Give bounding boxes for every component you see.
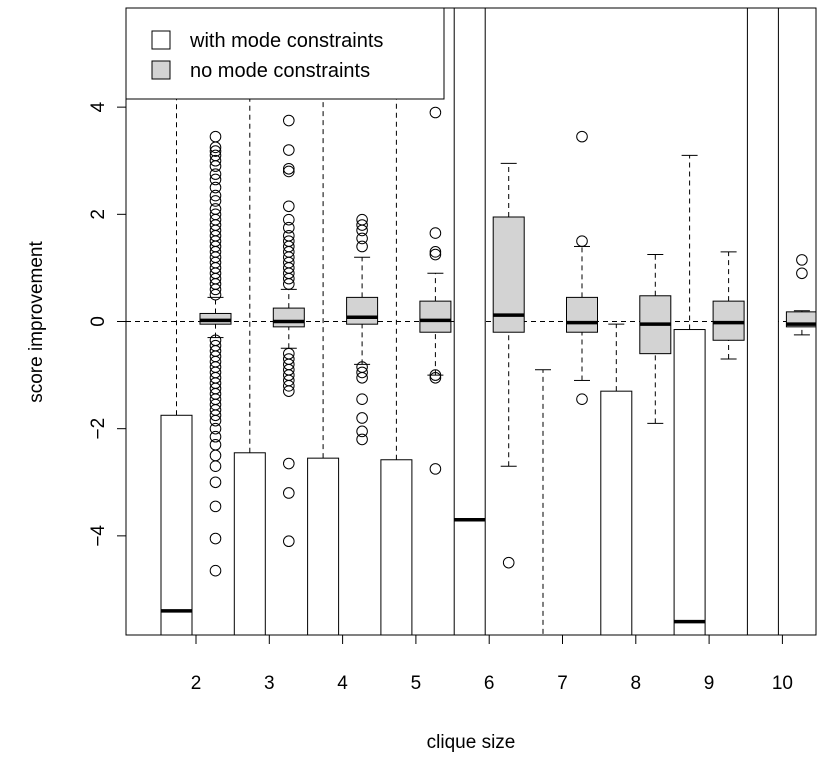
outlier-2-5 (209, 160, 222, 172)
box-with-mode-9-rect (673, 329, 706, 635)
outlier-2-27 (209, 288, 222, 301)
x-tick-label-2: 2 (191, 673, 202, 694)
outlier-3-3 (283, 165, 295, 178)
box-no-mode-7-rect (566, 296, 598, 333)
outlier-2-0 (209, 130, 222, 143)
outlier-3-23 (283, 380, 295, 392)
box-with-mode-3-rect (233, 452, 266, 635)
outlier-5-2 (429, 246, 442, 258)
outlier-7-0 (576, 130, 588, 143)
outlier-5-3 (429, 248, 442, 261)
x-tick-label-9: 9 (704, 673, 715, 694)
outlier-2-10 (209, 195, 222, 207)
plot-area (126, 8, 816, 635)
outlier-7-2 (576, 393, 588, 406)
y-axis-title: score improvement (26, 241, 47, 403)
y-tick-label-0: 0 (88, 316, 109, 327)
outlier-2-45 (209, 430, 222, 443)
outlier-2-8 (209, 181, 222, 194)
legend-swatch-1 (151, 60, 171, 80)
x-axis-title: clique size (427, 732, 516, 753)
outlier-2-2 (209, 145, 222, 157)
x-tick-label-3: 3 (264, 673, 275, 694)
legend-swatch-0 (151, 30, 171, 50)
outlier-3-24 (283, 385, 295, 397)
outlier-3-25 (283, 457, 295, 470)
outlier-5-0 (429, 106, 442, 119)
outlier-3-2 (283, 162, 295, 175)
y-tick-label--4: −4 (88, 525, 109, 547)
outlier-4-10 (356, 425, 368, 438)
outlier-4-8 (356, 393, 368, 406)
box-with-mode-5-rect (380, 459, 413, 635)
y-tick-label-2: 2 (88, 209, 109, 220)
x-tick-label-10: 10 (772, 673, 793, 694)
outlier-5-6 (429, 463, 442, 475)
outlier-2-52 (209, 564, 222, 577)
outlier-3-15 (283, 272, 295, 285)
outlier-2-43 (209, 414, 222, 427)
outlier-3-4 (283, 200, 295, 213)
outlier-2-26 (209, 283, 222, 296)
outlier-2-49 (209, 476, 222, 489)
outlier-4-9 (356, 412, 368, 424)
outlier-4-1 (356, 219, 368, 231)
outlier-2-7 (209, 173, 222, 186)
outlier-2-4 (209, 154, 222, 167)
outlier-3-0 (283, 114, 295, 127)
box-with-mode-10-rect (746, 8, 779, 635)
x-tick-label-4: 4 (337, 673, 348, 694)
outlier-4-2 (356, 224, 368, 237)
outlier-3-26 (283, 487, 295, 499)
outlier-4-4 (356, 240, 368, 253)
outlier-10-1 (796, 267, 808, 280)
x-tick-label-5: 5 (411, 673, 422, 694)
outlier-5-1 (429, 227, 442, 239)
box-no-mode-6-rect (492, 216, 525, 333)
outlier-2-44 (209, 422, 222, 435)
outlier-10-0 (796, 254, 808, 266)
outlier-2-42 (209, 409, 222, 422)
outlier-5-4 (429, 369, 442, 381)
outlier-2-46 (209, 438, 222, 451)
outlier-4-7 (356, 371, 368, 384)
box-no-mode-4-rect (346, 296, 379, 325)
outlier-5-5 (429, 371, 442, 384)
box-no-mode-9-rect (712, 300, 745, 341)
outlier-2-47 (209, 449, 222, 462)
outlier-2-6 (209, 168, 222, 180)
outlier-2-1 (209, 141, 222, 154)
outlier-7-1 (576, 235, 588, 247)
box-with-mode-6-rect (453, 8, 486, 635)
outlier-2-50 (209, 500, 222, 513)
outlier-2-9 (209, 189, 222, 202)
box-with-mode-2-rect (160, 414, 193, 635)
outlier-3-6 (283, 221, 295, 234)
outlier-4-6 (356, 366, 368, 379)
outlier-6-0 (502, 556, 515, 569)
y-tick-label--2: −2 (88, 418, 109, 440)
box-with-mode-8-rect (600, 390, 633, 635)
y-tick-label-4: 4 (88, 101, 109, 112)
legend: with mode constraints no mode constraints (125, 7, 445, 100)
x-tick-label-7: 7 (557, 673, 568, 694)
outlier-3-5 (283, 213, 295, 226)
legend-box (125, 7, 445, 100)
box-no-mode-3-rect (272, 307, 305, 328)
box-with-mode-4-rect (307, 457, 340, 635)
outlier-2-51 (209, 532, 222, 545)
x-tick-label-8: 8 (631, 673, 642, 694)
outlier-2-48 (209, 460, 222, 472)
outlier-3-16 (283, 278, 295, 290)
x-tick-label-6: 6 (484, 673, 495, 694)
legend-label-1: no mode constraints (190, 60, 370, 82)
outlier-4-11 (356, 433, 368, 446)
legend-label-0: with mode constraints (189, 30, 383, 52)
box-no-mode-5-rect (419, 300, 452, 333)
outlier-4-3 (356, 232, 368, 245)
outlier-3-1 (283, 144, 295, 156)
outlier-3-27 (283, 535, 295, 548)
